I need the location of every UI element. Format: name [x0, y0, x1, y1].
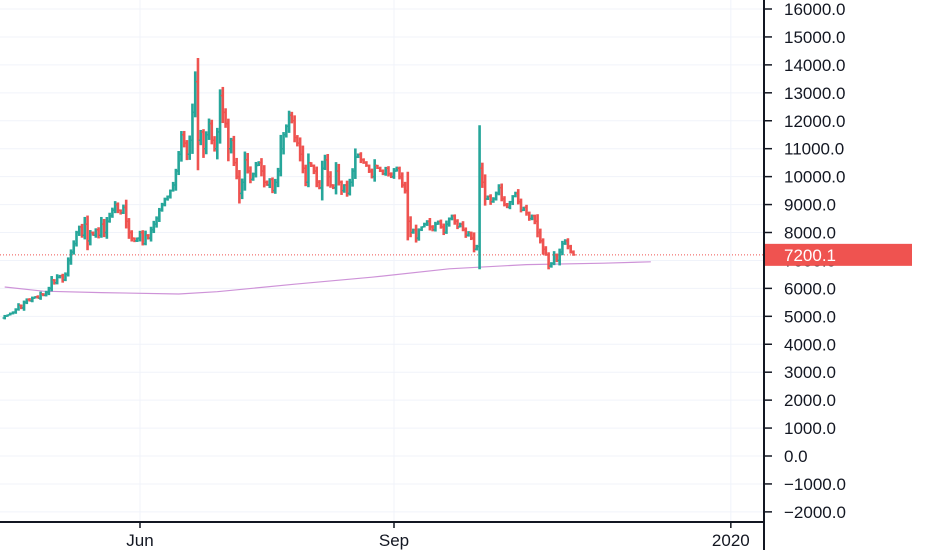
- x-tick-label: 2020: [712, 531, 750, 550]
- last-price-tag: [765, 243, 912, 266]
- y-tick-label: 5000.0: [784, 307, 836, 326]
- x-tick-label: Sep: [379, 531, 409, 550]
- y-tick-label: −1000.0: [784, 475, 846, 494]
- y-tick-label: 13000.0: [784, 84, 845, 103]
- y-tick-label: 16000.0: [784, 0, 845, 19]
- y-tick-label: 11000.0: [784, 140, 844, 159]
- y-tick-label: −2000.0: [784, 503, 846, 522]
- y-tick-label: 10000.0: [784, 168, 845, 187]
- y-tick-label: 8000.0: [784, 224, 836, 243]
- y-tick-label: 14000.0: [784, 56, 845, 75]
- y-tick-label: 3000.0: [784, 363, 836, 382]
- x-tick-label: Jun: [126, 531, 153, 550]
- last-price-label: 7200.1: [784, 246, 836, 265]
- y-tick-label: 6000.0: [784, 279, 836, 298]
- y-tick-label: 12000.0: [784, 112, 845, 131]
- y-tick-label: 0.0: [784, 447, 808, 466]
- y-tick-label: 4000.0: [784, 335, 836, 354]
- y-tick-label: 1000.0: [784, 419, 836, 438]
- moving-average-line: [4, 261, 651, 295]
- y-tick-label: 2000.0: [784, 391, 836, 410]
- y-tick-label: 9000.0: [784, 196, 836, 215]
- y-tick-label: 15000.0: [784, 28, 845, 47]
